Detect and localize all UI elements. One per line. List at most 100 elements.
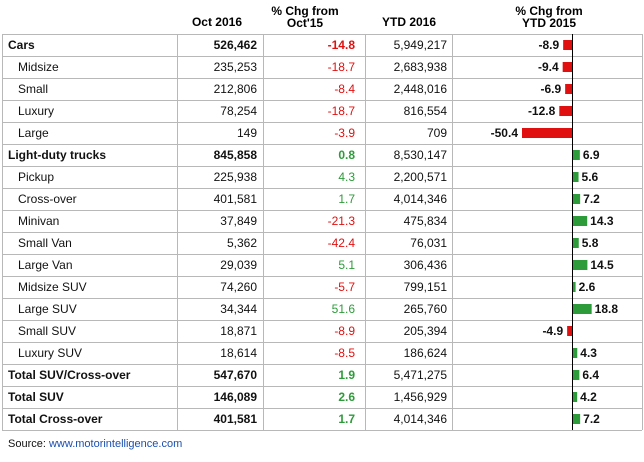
bar-label: 18.8 [595, 302, 619, 316]
source-link[interactable]: www.motorintelligence.com [48, 438, 182, 450]
row-label: Midsize [18, 60, 59, 74]
row-oct-value: 18,614 [220, 346, 257, 360]
bar-ytd-chg [573, 260, 588, 270]
row-oct-value: 149 [237, 126, 257, 140]
row-oct-value: 401,581 [214, 192, 258, 206]
bar-ytd-chg [567, 326, 572, 336]
row-pct-chg: 4.3 [338, 170, 355, 184]
row-ytd-value: 2,683,938 [394, 60, 448, 74]
row-oct-value: 37,849 [220, 214, 257, 228]
row-ytd-value: 4,014,346 [394, 192, 448, 206]
row-pct-chg: -5.7 [334, 280, 355, 294]
row-label: Small Van [18, 236, 72, 250]
bar-label: 14.3 [590, 214, 614, 228]
row-oct-value: 78,254 [220, 104, 257, 118]
bar-label: -8.9 [538, 38, 559, 52]
row-pct-chg: 1.7 [338, 412, 355, 426]
bar-ytd-chg [573, 150, 580, 160]
row-label: Total Cross-over [8, 412, 103, 426]
row-ytd-value: 8,530,147 [394, 148, 448, 162]
row-ytd-value: 475,834 [404, 214, 448, 228]
row-pct-chg: 5.1 [338, 258, 355, 272]
row-pct-chg: 2.6 [338, 390, 355, 404]
row-label: Pickup [18, 170, 54, 184]
row-ytd-value: 76,031 [410, 236, 447, 250]
bar-label: -12.8 [528, 104, 556, 118]
row-pct-chg: -3.9 [334, 126, 355, 140]
bar-ytd-chg [563, 40, 572, 50]
bar-label: 5.8 [582, 236, 599, 250]
row-label: Large SUV [18, 302, 77, 316]
row-oct-value: 225,938 [214, 170, 258, 184]
row-pct-chg: -18.7 [328, 104, 356, 118]
row-ytd-value: 306,436 [404, 258, 448, 272]
row-label: Luxury [18, 104, 54, 118]
bar-ytd-chg [522, 128, 572, 138]
row-oct-value: 146,089 [214, 390, 258, 404]
row-ytd-value: 5,949,217 [394, 38, 448, 52]
row-pct-chg: -8.4 [334, 82, 355, 96]
row-pct-chg: 1.7 [338, 192, 355, 206]
bar-ytd-chg [573, 194, 581, 204]
bar-label: 4.2 [580, 390, 597, 404]
row-pct-chg: -42.4 [328, 236, 356, 250]
row-label: Luxury SUV [18, 346, 82, 360]
row-label: Cars [8, 38, 35, 52]
row-label: Large Van [18, 258, 73, 272]
row-ytd-value: 1,456,929 [394, 390, 448, 404]
row-ytd-value: 5,471,275 [394, 368, 448, 382]
row-label: Midsize SUV [18, 280, 87, 294]
bar-label: 2.6 [579, 280, 596, 294]
row-pct-chg: 0.8 [338, 148, 355, 162]
row-ytd-value: 205,394 [404, 324, 448, 338]
bar-ytd-chg [573, 216, 588, 226]
bar-ytd-chg [562, 62, 572, 72]
row-label: Large [18, 126, 49, 140]
bar-ytd-chg [573, 172, 579, 182]
row-oct-value: 845,858 [214, 148, 258, 162]
row-oct-value: 235,253 [214, 60, 258, 74]
bar-label: 14.5 [590, 258, 614, 272]
row-ytd-value: 2,200,571 [394, 170, 448, 184]
row-pct-chg: -14.8 [328, 38, 356, 52]
row-pct-chg: 1.9 [338, 368, 355, 382]
bar-ytd-chg [573, 348, 578, 358]
bar-ytd-chg [565, 84, 572, 94]
bar-label: 6.9 [583, 148, 600, 162]
row-label: Small SUV [18, 324, 76, 338]
row-ytd-value: 816,554 [404, 104, 448, 118]
header-pct-oct15-line2: Oct'15 [287, 16, 324, 30]
header-pct-ytd15-line1: % Chg from [515, 4, 582, 18]
bar-ytd-chg [573, 414, 581, 424]
bar-ytd-chg [573, 304, 592, 314]
row-ytd-value: 186,624 [404, 346, 448, 360]
row-pct-chg: -21.3 [328, 214, 356, 228]
bar-ytd-chg [573, 282, 576, 292]
bar-label: -9.4 [538, 60, 559, 74]
row-label: Small [18, 82, 48, 96]
bar-label: 6.4 [582, 368, 599, 382]
bar-label: 7.2 [583, 192, 600, 206]
row-oct-value: 34,344 [220, 302, 257, 316]
row-pct-chg: -8.9 [334, 324, 355, 338]
source-prefix: Source: [8, 438, 49, 450]
row-pct-chg: -8.5 [334, 346, 355, 360]
row-oct-value: 401,581 [214, 412, 258, 426]
bar-label: -6.9 [540, 82, 561, 96]
header-ytd2016: YTD 2016 [382, 15, 436, 29]
bar-label: -4.9 [542, 324, 563, 338]
row-label: Cross-over [18, 192, 77, 206]
row-oct-value: 5,362 [227, 236, 257, 250]
row-oct-value: 212,806 [214, 82, 258, 96]
bar-label: 5.6 [582, 170, 599, 184]
row-label: Minivan [18, 214, 59, 228]
row-ytd-value: 2,448,016 [394, 82, 448, 96]
row-label: Light-duty trucks [8, 148, 106, 162]
header-pct-oct15-line1: % Chg from [271, 4, 338, 18]
header-pct-ytd15-line2: YTD 2015 [522, 16, 576, 30]
bar-label: -50.4 [491, 126, 519, 140]
bar-label: 7.2 [583, 412, 600, 426]
bar-ytd-chg [573, 370, 580, 380]
